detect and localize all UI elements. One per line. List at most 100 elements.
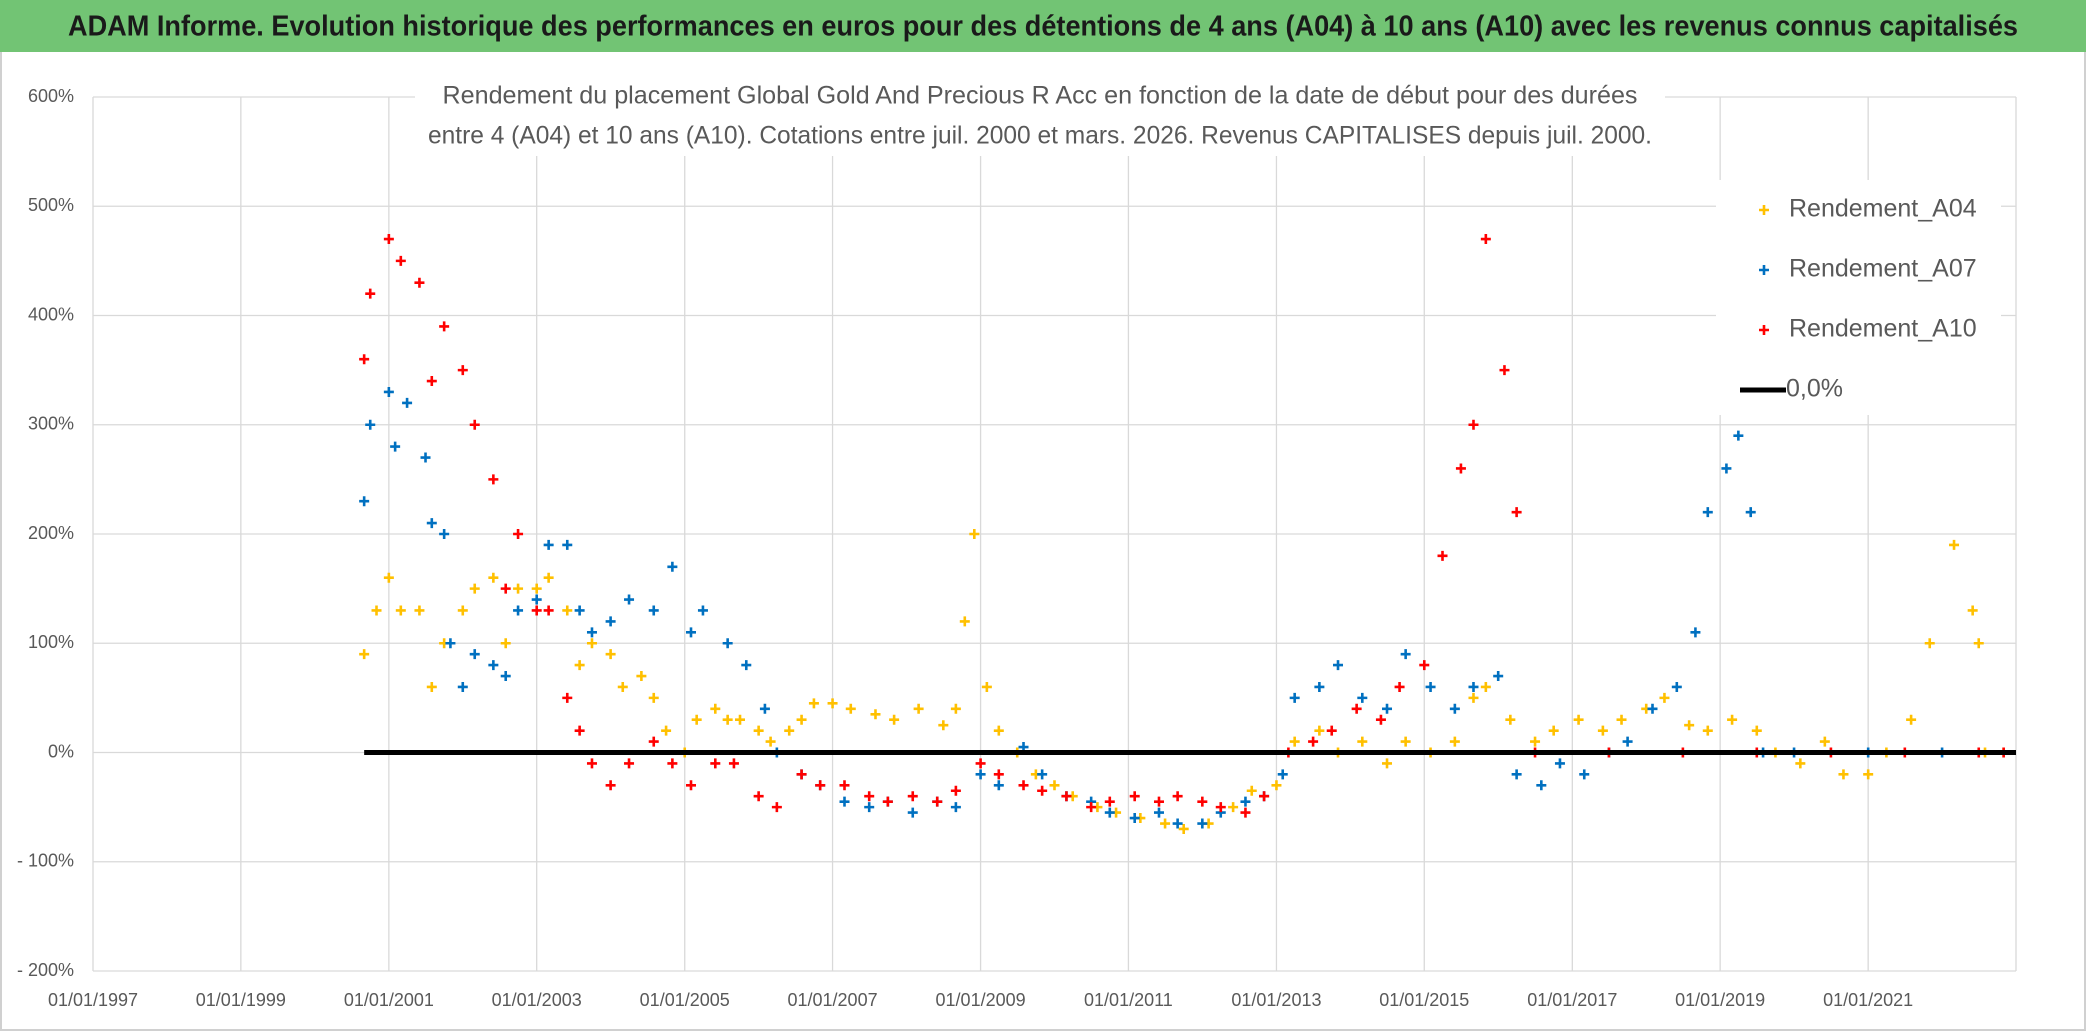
y-tick-label: 600% bbox=[28, 86, 74, 106]
data-point bbox=[1906, 714, 1917, 725]
legend-marker bbox=[1759, 205, 1769, 215]
data-point bbox=[1505, 714, 1516, 725]
data-point bbox=[1548, 725, 1559, 736]
data-point bbox=[1493, 671, 1504, 682]
banner-title: ADAM Informe. Evolution historique des p… bbox=[68, 11, 2018, 43]
legend-label: 0,0% bbox=[1786, 375, 1843, 403]
data-point bbox=[1721, 463, 1732, 474]
data-point bbox=[562, 605, 573, 616]
title-background bbox=[415, 76, 1665, 156]
data-point bbox=[959, 616, 970, 627]
data-point bbox=[1357, 736, 1368, 747]
data-point bbox=[574, 605, 585, 616]
data-point bbox=[1104, 807, 1115, 818]
data-point bbox=[1924, 638, 1935, 649]
data-point bbox=[543, 572, 554, 583]
data-point bbox=[390, 441, 401, 452]
data-point bbox=[1172, 791, 1183, 802]
legend-box bbox=[1716, 180, 2001, 415]
data-point bbox=[1863, 769, 1874, 780]
data-point bbox=[1671, 681, 1682, 692]
data-point bbox=[1333, 660, 1344, 671]
data-point bbox=[624, 594, 635, 605]
data-point bbox=[1178, 823, 1189, 834]
data-point bbox=[686, 627, 697, 638]
data-point bbox=[1455, 463, 1466, 474]
chart-title: entre 4 (A04) et 10 ans (A10). Cotations… bbox=[428, 122, 1652, 150]
y-tick-label: 100% bbox=[28, 632, 74, 652]
banner-background bbox=[0, 0, 2086, 52]
data-point bbox=[913, 703, 924, 714]
data-point bbox=[771, 802, 782, 813]
data-point bbox=[543, 605, 554, 616]
data-point bbox=[488, 572, 499, 583]
data-point bbox=[1480, 234, 1491, 245]
data-point bbox=[1579, 769, 1590, 780]
data-point bbox=[1622, 736, 1633, 747]
data-point bbox=[1973, 638, 1984, 649]
data-point bbox=[839, 796, 850, 807]
data-point bbox=[457, 365, 468, 376]
data-point bbox=[1197, 818, 1208, 829]
data-point bbox=[993, 769, 1004, 780]
data-point bbox=[839, 780, 850, 791]
data-point bbox=[710, 758, 721, 769]
data-point bbox=[1437, 550, 1448, 561]
data-point bbox=[648, 736, 659, 747]
data-point bbox=[1375, 714, 1386, 725]
data-point bbox=[1967, 605, 1978, 616]
legend-label: Rendement_A07 bbox=[1789, 255, 1977, 283]
data-point bbox=[586, 638, 597, 649]
data-point bbox=[420, 452, 431, 463]
data-point bbox=[1259, 791, 1270, 802]
data-point bbox=[1499, 365, 1510, 376]
data-point bbox=[543, 539, 554, 550]
data-point bbox=[1153, 807, 1164, 818]
data-point bbox=[975, 758, 986, 769]
data-point bbox=[605, 780, 616, 791]
data-point bbox=[1351, 703, 1362, 714]
data-point bbox=[765, 736, 776, 747]
y-tick-label: 400% bbox=[28, 304, 74, 324]
data-point bbox=[605, 649, 616, 660]
data-point bbox=[1751, 725, 1762, 736]
data-point bbox=[469, 419, 480, 430]
data-point bbox=[1061, 791, 1072, 802]
y-tick-label: - 100% bbox=[17, 851, 74, 871]
y-tick-label: 0% bbox=[48, 741, 74, 761]
data-point bbox=[1215, 802, 1226, 813]
data-point bbox=[1468, 692, 1479, 703]
data-point bbox=[1246, 785, 1257, 796]
y-tick-label: - 200% bbox=[17, 960, 74, 980]
data-point bbox=[1289, 692, 1300, 703]
data-point bbox=[500, 583, 511, 594]
data-point bbox=[1400, 736, 1411, 747]
data-point bbox=[359, 354, 370, 365]
data-point bbox=[531, 605, 542, 616]
data-point bbox=[1616, 714, 1627, 725]
data-point bbox=[500, 638, 511, 649]
data-point bbox=[414, 605, 425, 616]
data-point bbox=[1308, 736, 1319, 747]
data-point bbox=[1419, 660, 1430, 671]
data-point bbox=[1949, 539, 1960, 550]
data-point bbox=[562, 692, 573, 703]
data-point bbox=[624, 758, 635, 769]
data-point bbox=[1160, 818, 1171, 829]
data-point bbox=[426, 681, 437, 692]
data-point bbox=[1449, 736, 1460, 747]
data-point bbox=[439, 529, 450, 539]
data-point bbox=[1129, 813, 1140, 824]
data-point bbox=[845, 703, 856, 714]
data-point bbox=[586, 758, 597, 769]
data-point bbox=[1382, 758, 1393, 769]
data-point bbox=[383, 234, 394, 245]
data-point bbox=[808, 698, 819, 709]
data-point bbox=[827, 698, 838, 709]
data-point bbox=[975, 769, 986, 780]
data-point bbox=[1425, 681, 1436, 692]
data-point bbox=[759, 703, 770, 714]
data-point bbox=[445, 638, 456, 649]
data-point bbox=[1745, 507, 1756, 518]
data-point bbox=[1129, 791, 1140, 802]
